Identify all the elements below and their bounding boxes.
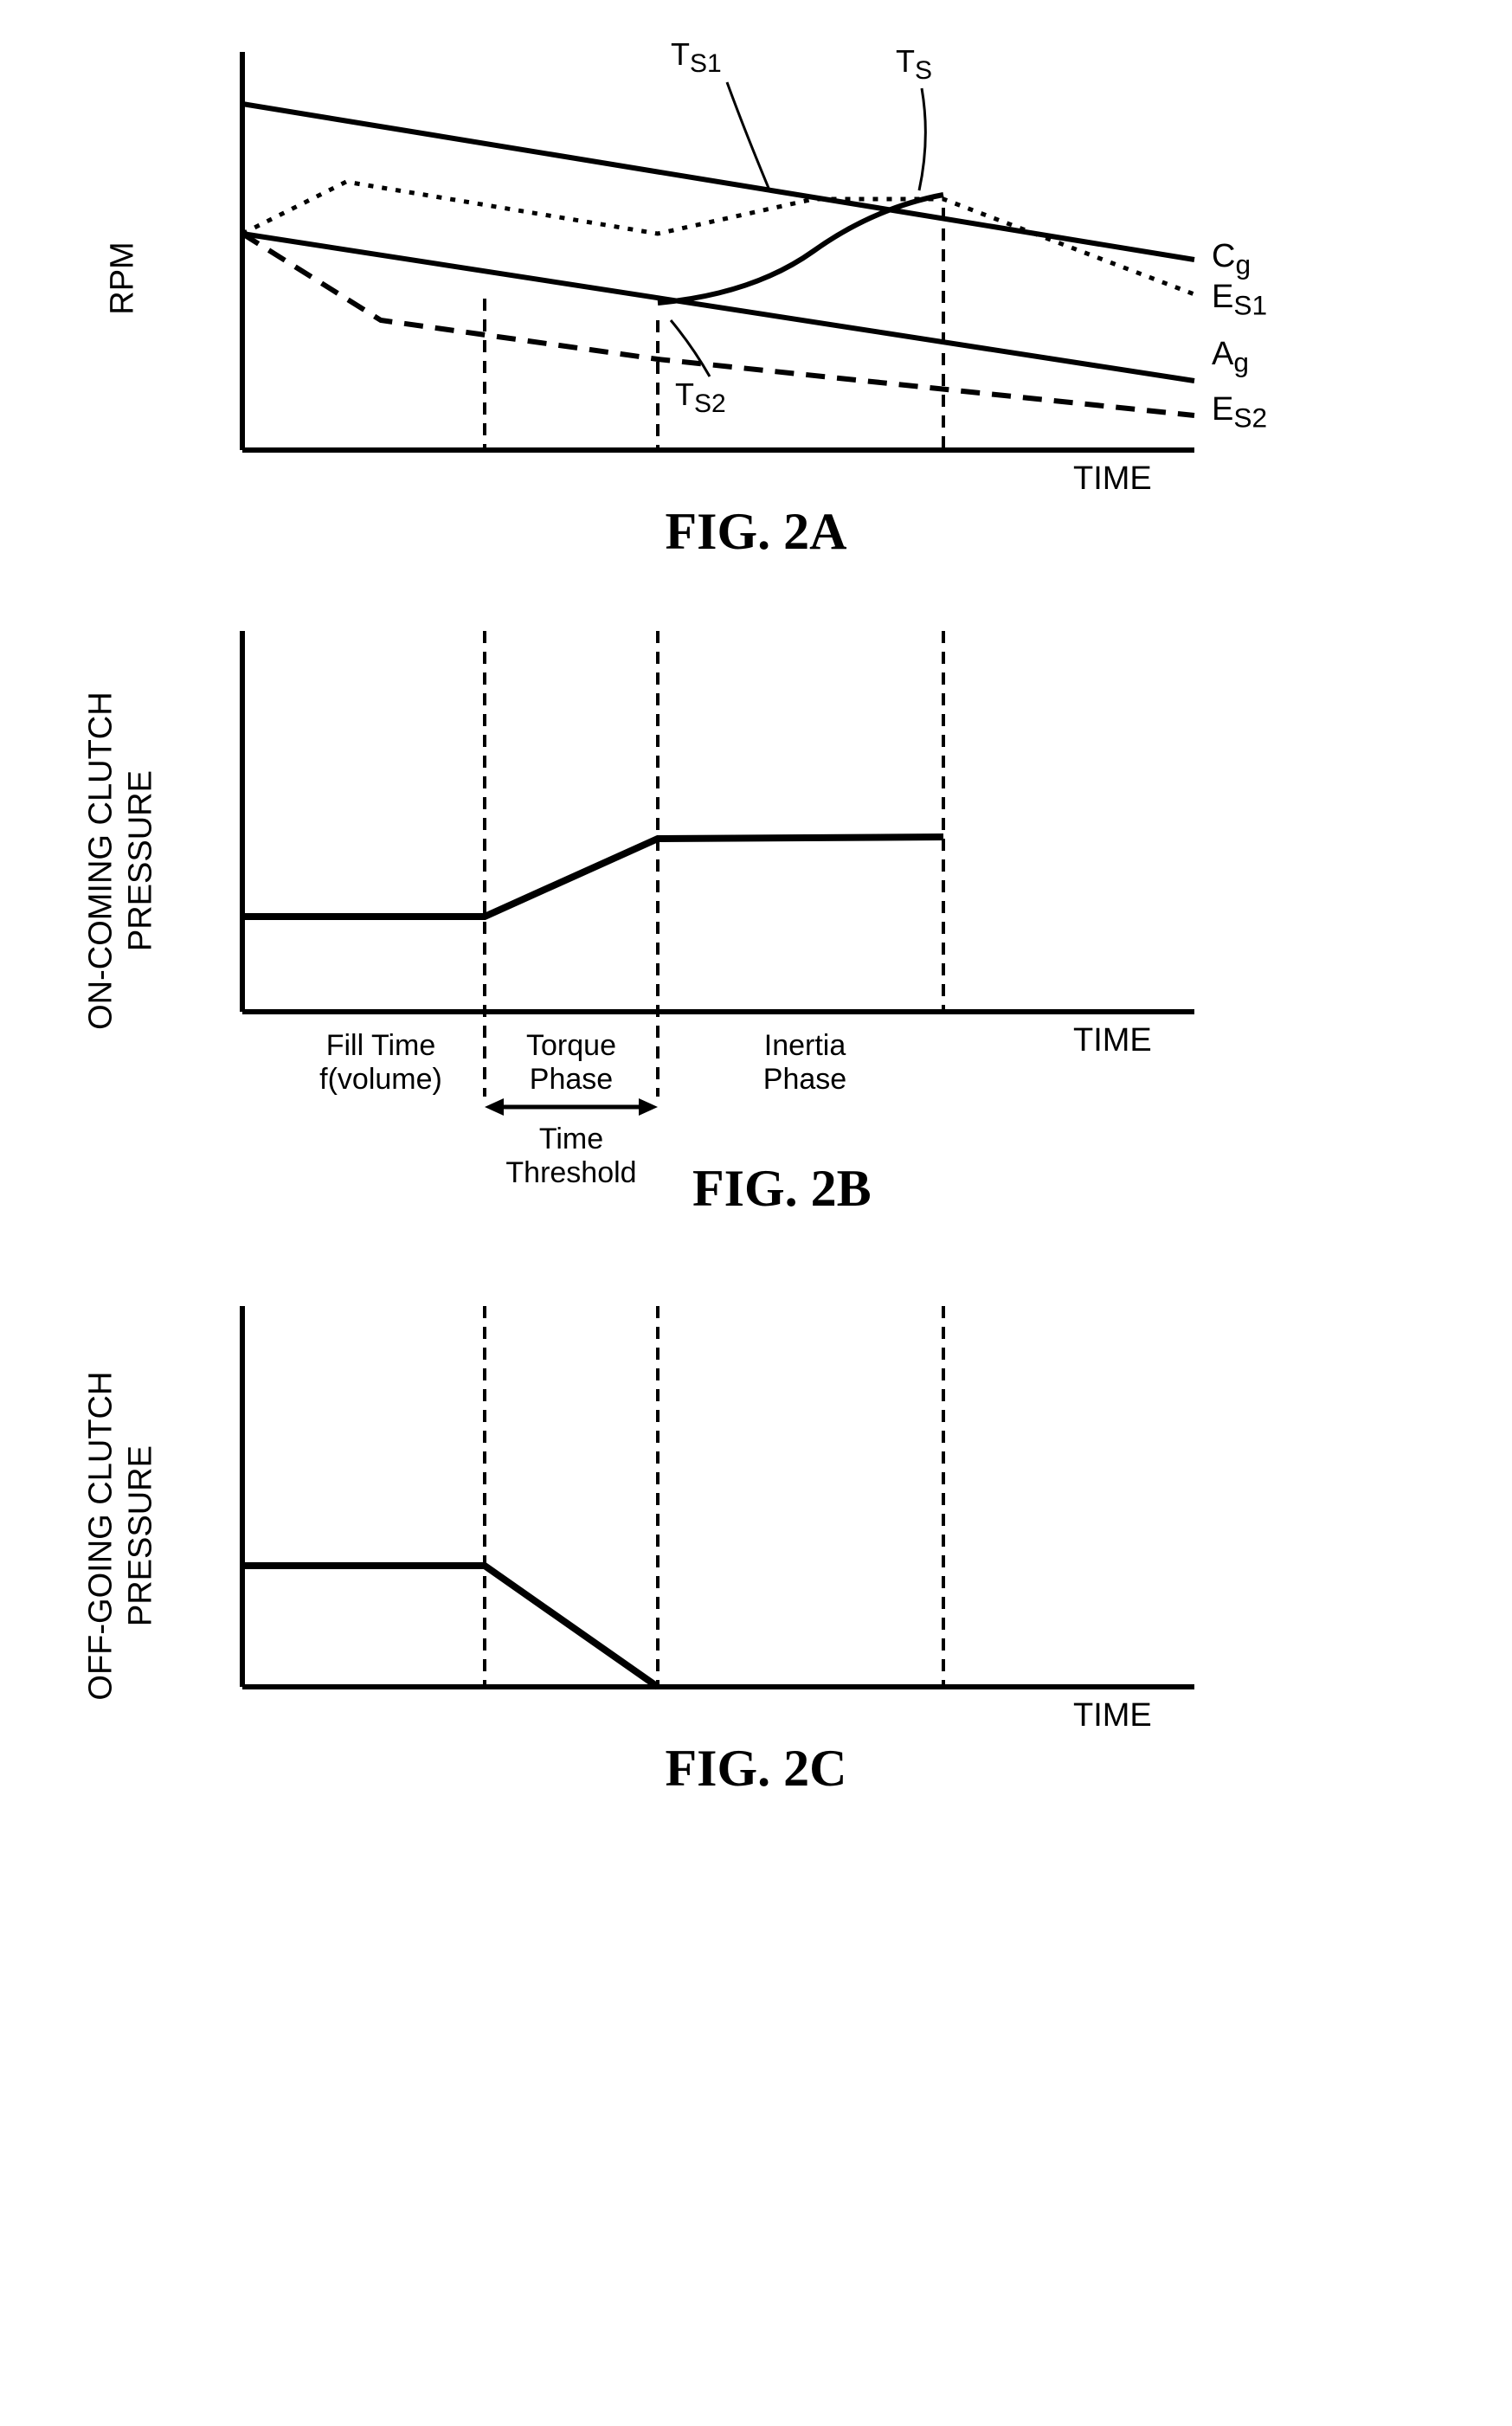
ylabel-b-1: ON-COMING CLUTCH	[82, 692, 119, 1030]
phase-threshold: Time Threshold	[493, 1123, 649, 1190]
figure-2b: ON-COMING CLUTCH PRESSURE Fill Time f(vo…	[35, 614, 1477, 1202]
series-ag	[242, 234, 1194, 381]
figure-2a: RPM Cg ES1 Ag ES2	[35, 35, 1477, 562]
callout-ts1-line	[727, 82, 770, 192]
figure-2c: OFF-GOING CLUTCH PRESSURE TIME FIG. 2C	[35, 1289, 1477, 1799]
torque-l1: Torque	[526, 1029, 616, 1062]
callout-ts: TS	[896, 43, 932, 86]
x-axis-label-a: TIME	[1073, 460, 1152, 498]
caption-b: FIG. 2B	[692, 1159, 872, 1219]
y-axis-label-c: OFF-GOING CLUTCH PRESSURE	[81, 1355, 160, 1718]
inertia-l1: Inertia	[764, 1029, 846, 1062]
callout-ts2-line	[671, 320, 710, 376]
chart-svg-b	[190, 614, 1229, 1202]
x-axis-label-c: TIME	[1073, 1697, 1152, 1734]
caption-c: FIG. 2C	[35, 1739, 1477, 1799]
callout-ts2: TS2	[675, 376, 726, 419]
callout-ts-line	[919, 88, 925, 190]
x-axis-label-b: TIME	[1073, 1022, 1152, 1059]
torque-l2: Phase	[530, 1063, 613, 1096]
phase-fill: Fill Time f(volume)	[294, 1029, 467, 1097]
arrow-right	[639, 1098, 658, 1116]
ylabel-b-2: PRESSURE	[122, 770, 158, 951]
trace-b	[242, 837, 943, 917]
thresh-l2: Threshold	[505, 1156, 636, 1189]
phase-torque: Torque Phase	[493, 1029, 649, 1097]
chart-area-b: Fill Time f(volume) Torque Phase Inertia…	[190, 614, 1304, 1202]
trace-c	[242, 1566, 658, 1687]
arrow-left	[485, 1098, 504, 1116]
callout-ts1: TS1	[671, 36, 722, 79]
phase-inertia: Inertia Phase	[718, 1029, 891, 1097]
ylabel-c-1: OFF-GOING CLUTCH	[82, 1372, 119, 1701]
chart-area-c: TIME	[190, 1289, 1304, 1721]
label-cg: Cg	[1212, 238, 1251, 281]
label-ag: Ag	[1212, 336, 1249, 379]
series-cg	[242, 104, 1194, 260]
y-axis-label-b: ON-COMING CLUTCH PRESSURE	[81, 679, 160, 1043]
fill-l2: f(volume)	[319, 1063, 442, 1096]
caption-a: FIG. 2A	[35, 502, 1477, 562]
label-es1: ES1	[1212, 279, 1267, 322]
thresh-l1: Time	[539, 1123, 603, 1155]
ylabel-c-2: PRESSURE	[122, 1445, 158, 1626]
fill-l1: Fill Time	[326, 1029, 436, 1062]
label-es2: ES2	[1212, 391, 1267, 434]
chart-area-a: Cg ES1 Ag ES2 TS1 TS TS2 TIME	[190, 35, 1304, 485]
inertia-l2: Phase	[763, 1063, 846, 1096]
chart-svg-c	[190, 1289, 1229, 1721]
y-axis-label-a: RPM	[105, 241, 142, 314]
